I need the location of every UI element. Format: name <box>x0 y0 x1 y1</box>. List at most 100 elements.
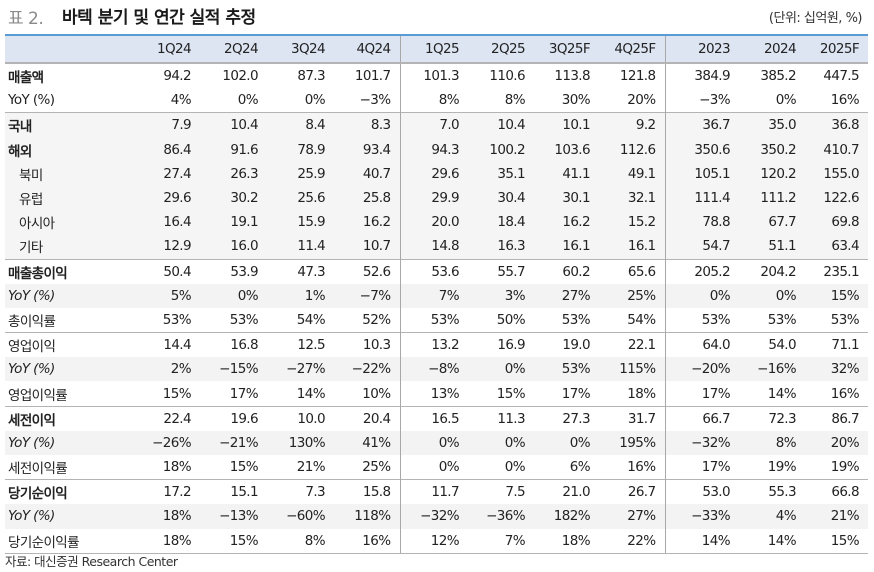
cell-value: 102.0 <box>222 68 258 85</box>
cell-value: 53% <box>561 311 591 328</box>
row-label: YoY (%) <box>5 504 133 529</box>
cell-value: 16.1 <box>599 234 666 259</box>
cell-value: 15.8 <box>334 479 401 505</box>
cell-value: 18% <box>133 528 200 554</box>
cell-value: 53% <box>767 311 797 328</box>
cell-value: 67.7 <box>739 210 805 235</box>
cell-value: 13.2 <box>400 332 468 358</box>
cell-value: 15% <box>162 385 192 402</box>
cell-value: 118% <box>334 504 401 529</box>
cell-value: 112.6 <box>599 137 666 162</box>
cell-value: 122.6 <box>805 185 868 211</box>
row-label: 영업이익률 <box>8 387 68 404</box>
cell-value: 12.5 <box>267 332 334 358</box>
cell-value: 16.3 <box>468 234 534 259</box>
cell-value: 64.0 <box>665 332 739 358</box>
cell-value: 15% <box>805 283 868 308</box>
cell-value: −32% <box>400 504 468 529</box>
cell-value: 18% <box>534 528 599 554</box>
cell-value: 12% <box>400 528 468 554</box>
cell-value: 101.3 <box>423 68 459 85</box>
cell-value: 16.0 <box>200 234 267 259</box>
table-caption: 표 2. 바텍 분기 및 연간 실적 추정 (단위: 십억원, %) <box>0 0 874 30</box>
cell-value: 111.2 <box>739 185 805 211</box>
cell-value: 20.4 <box>334 405 401 431</box>
cell-value: 0% <box>468 430 534 455</box>
cell-value: 7.3 <box>267 479 334 505</box>
cell-value: 8% <box>438 92 460 109</box>
row-label: 당기순이익 <box>5 479 133 505</box>
cell-value: 14% <box>767 385 797 402</box>
cell-value: 8% <box>504 92 526 109</box>
header-row: 1Q24 2Q24 3Q24 4Q24 1Q25 2Q25 3Q25F 4Q25… <box>5 34 868 64</box>
cell-value: 35.1 <box>468 161 534 186</box>
cell-value: −36% <box>468 504 534 529</box>
cell-value: 113.8 <box>554 68 590 85</box>
cell-value: 110.6 <box>489 68 525 85</box>
cell-value: 0% <box>739 283 805 308</box>
cell-value: 9.2 <box>599 112 666 138</box>
cell-value: −3% <box>334 88 401 113</box>
cell-value: 115% <box>599 357 666 382</box>
cell-value: 410.7 <box>805 137 868 162</box>
cell-value: 18% <box>599 381 666 407</box>
header-cell: 1Q24 <box>133 34 200 64</box>
cell-value: 10.3 <box>334 332 401 358</box>
cell-value: 16.4 <box>133 210 200 235</box>
cell-value: 0% <box>237 92 259 109</box>
header-cell: 1Q25 <box>400 34 468 64</box>
cell-value: 101.7 <box>334 63 401 89</box>
cell-value: 19.1 <box>200 210 267 235</box>
cell-value: 11.3 <box>468 405 534 431</box>
source-note: 자료: 대신증권 Research Center <box>5 554 178 569</box>
cell-value: 72.3 <box>739 405 805 431</box>
cell-value: 30.2 <box>200 185 267 211</box>
cell-value: 195% <box>599 430 666 455</box>
table-row: 아시아 16.4 19.1 15.9 16.2 20.0 18.4 16.2 15.2 78.8 6… <box>5 210 868 235</box>
cell-value: 384.9 <box>694 68 730 85</box>
row-label: YoY (%) <box>8 92 55 109</box>
cell-value: 55.3 <box>739 479 805 505</box>
cell-value: 17% <box>701 385 731 402</box>
row-label: YoY (%) <box>5 357 133 382</box>
cell-value: 30% <box>561 92 591 109</box>
cell-value: 16.2 <box>334 210 401 235</box>
cell-value: 16% <box>830 385 860 402</box>
cell-value: 54.0 <box>739 332 805 358</box>
cell-value: −60% <box>267 504 334 529</box>
cell-value: 18% <box>133 504 200 529</box>
cell-value: 60.2 <box>534 258 599 284</box>
cell-value: 385.2 <box>760 68 796 85</box>
header-cell: 4Q25F <box>599 34 666 64</box>
header-cell: 4Q24 <box>334 34 401 64</box>
cell-value: 8% <box>739 430 805 455</box>
cell-value: 27.4 <box>133 161 200 186</box>
cell-value: 69.8 <box>805 210 868 235</box>
cell-value: 22% <box>599 528 666 554</box>
cell-value: 53% <box>701 311 731 328</box>
header-cell: 2025F <box>805 34 868 64</box>
cell-value: 21% <box>296 459 326 476</box>
cell-value: 19% <box>767 459 797 476</box>
cell-value: 41% <box>334 430 401 455</box>
table-row: 총이익률 53% 53% 54% 52% 53% 50% 53% 54% 53% 53% 53% <box>5 307 868 333</box>
cell-value: 30.1 <box>534 185 599 211</box>
table-row: 영업이익률 15% 17% 14% 10% 13% 15% 17% 18% 17% 14% 16% <box>5 381 868 407</box>
cell-value: 53.6 <box>400 258 468 284</box>
cell-value: 16.8 <box>200 332 267 358</box>
table-row: 세전이익 22.4 19.6 10.0 20.4 16.5 11.3 27.3 31.7 66.7… <box>5 405 868 431</box>
cell-value: 10.1 <box>534 112 599 138</box>
table-row: 매출총이익 50.4 53.9 47.3 52.6 53.6 55.7 60.2 65.6 205… <box>5 258 868 284</box>
cell-value: 71.1 <box>805 332 868 358</box>
cell-value: 8.4 <box>267 112 334 138</box>
cell-value: 27.3 <box>534 405 599 431</box>
cell-value: 0% <box>775 92 797 109</box>
cell-value: 17% <box>229 385 259 402</box>
cell-value: 182% <box>534 504 599 529</box>
cell-value: −21% <box>200 430 267 455</box>
table-row: 매출액 94.2 102.0 87.3 101.7 101.3 110.6 113.8 121.… <box>5 63 868 89</box>
cell-value: −27% <box>267 357 334 382</box>
cell-value: −22% <box>334 357 401 382</box>
cell-value: 26.3 <box>200 161 267 186</box>
row-label: 총이익률 <box>8 313 56 330</box>
